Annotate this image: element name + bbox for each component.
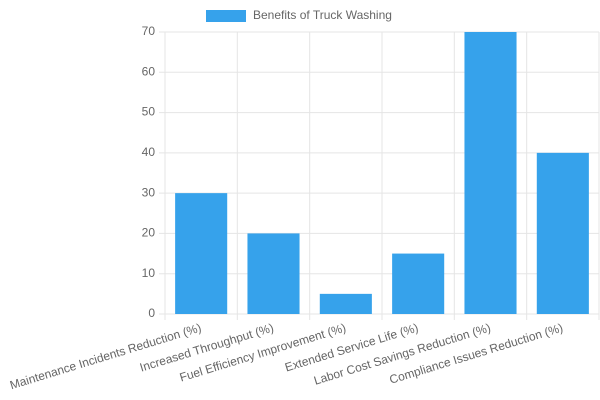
y-tick-label: 40 (142, 145, 156, 159)
bar (247, 233, 300, 314)
y-tick-label: 0 (148, 306, 155, 320)
y-tick-label: 20 (142, 226, 156, 240)
bar (319, 293, 372, 314)
y-tick-label: 10 (142, 266, 156, 280)
bar (536, 152, 589, 314)
bar (392, 253, 445, 314)
y-tick-label: 70 (142, 24, 156, 38)
legend-swatch (206, 10, 246, 22)
y-tick-label: 30 (142, 185, 156, 199)
bar (175, 193, 228, 314)
y-tick-label: 50 (142, 105, 156, 119)
y-tick-label: 60 (142, 64, 156, 78)
legend-label: Benefits of Truck Washing (253, 8, 392, 22)
bar (464, 32, 517, 314)
